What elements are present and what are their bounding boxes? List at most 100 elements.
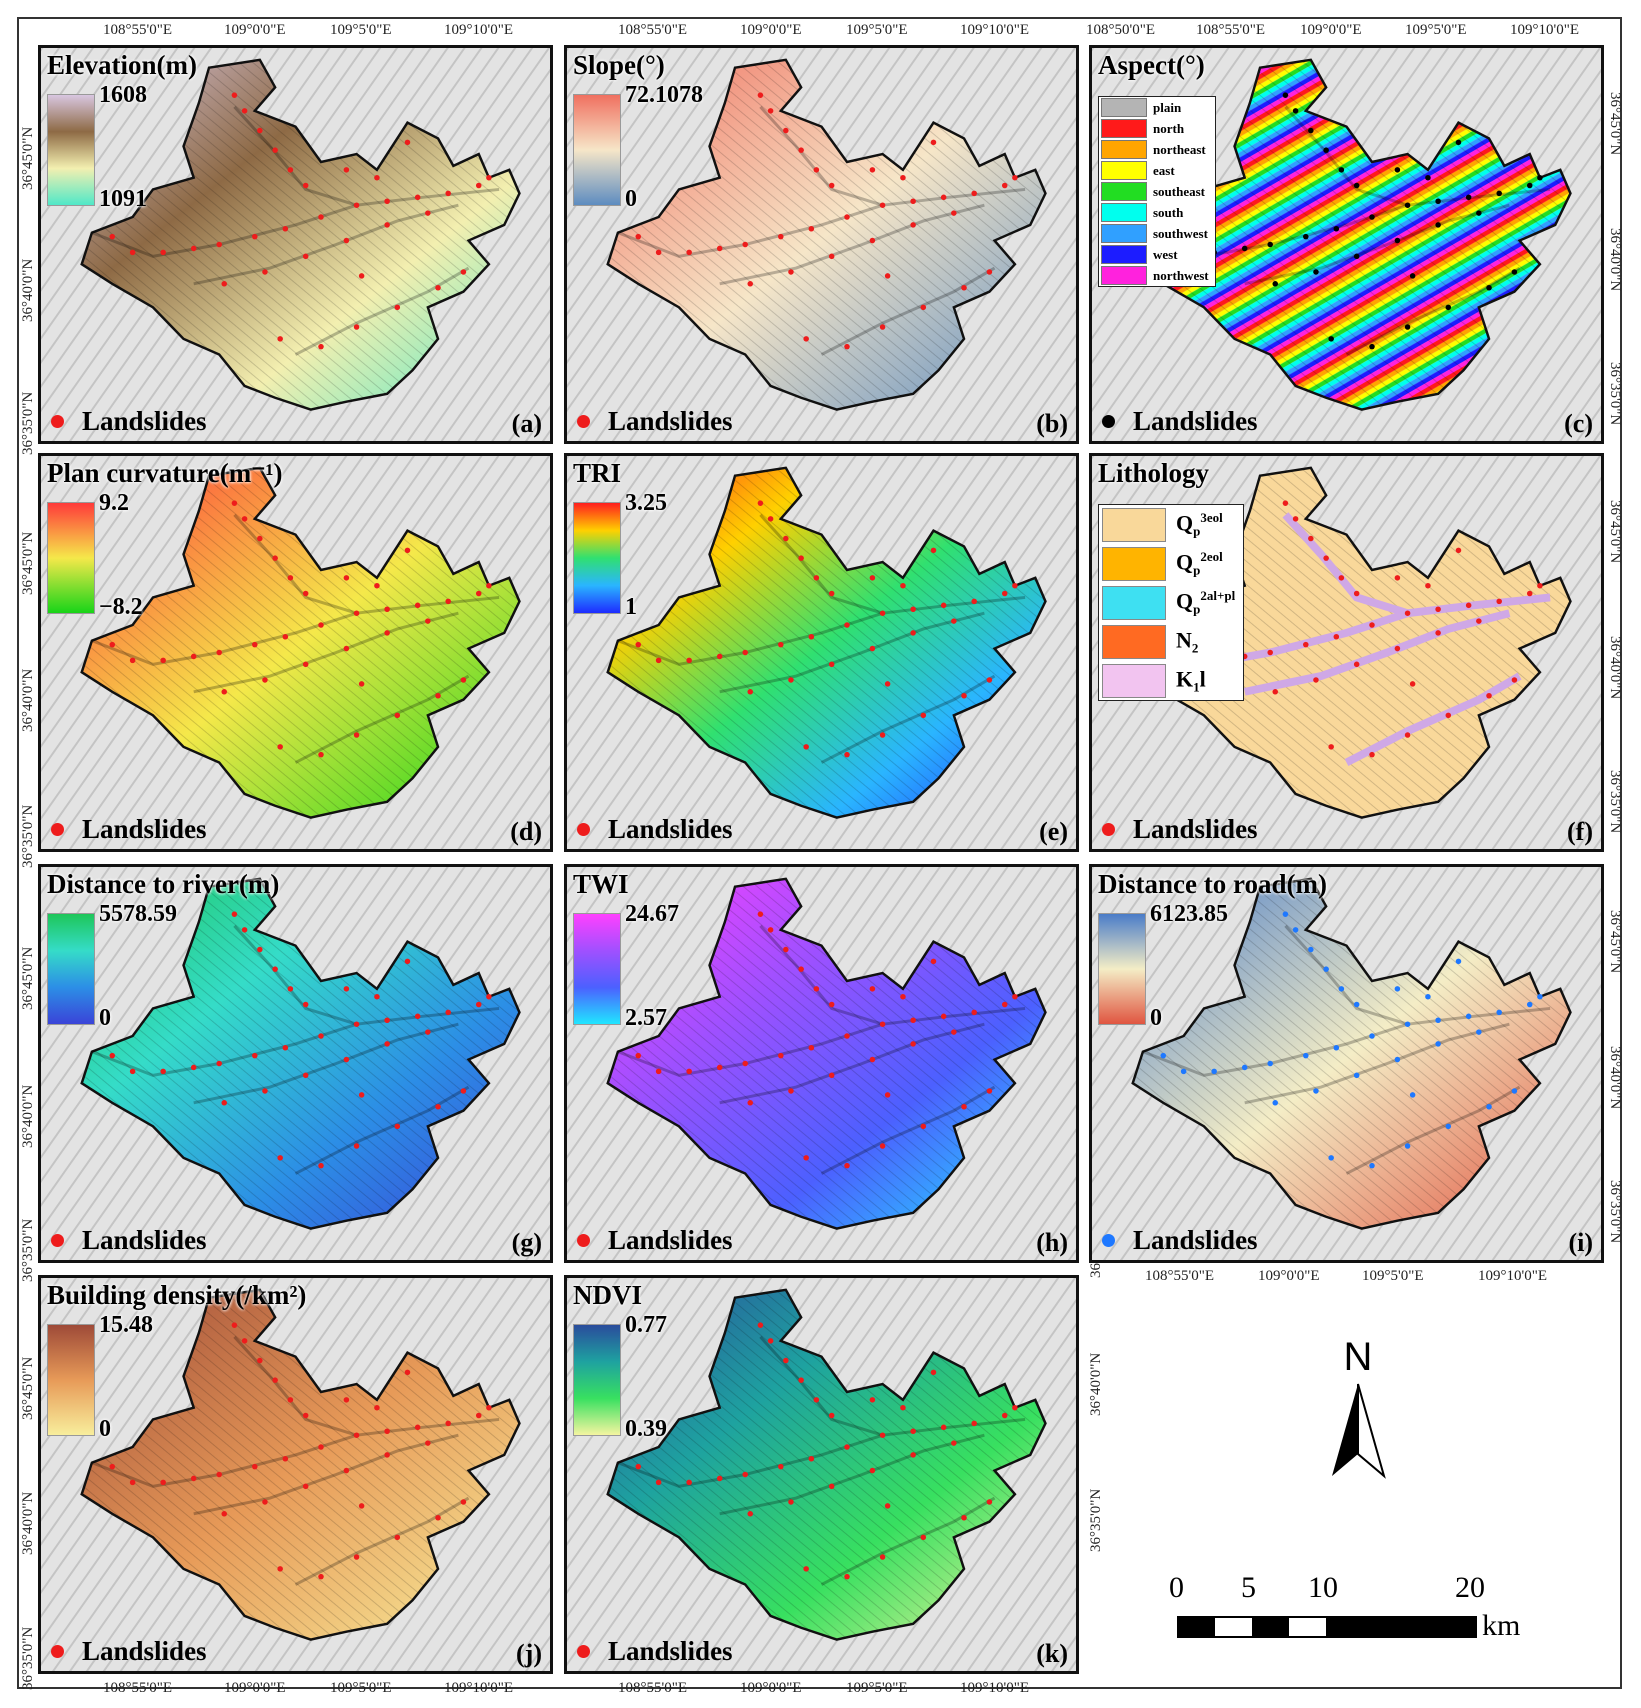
legend-label: Qp2al+pl bbox=[1176, 588, 1235, 618]
panel-title-a: Elevation(m) bbox=[47, 50, 197, 80]
landslide-point bbox=[951, 618, 957, 624]
ramp-max-label: 1608 bbox=[99, 82, 147, 108]
landslide-point bbox=[231, 1322, 238, 1328]
landslide-point bbox=[1338, 986, 1345, 992]
landslide-point bbox=[1313, 1088, 1319, 1094]
map-canvas-k bbox=[567, 1278, 1076, 1671]
landslides-legend: Landslides bbox=[577, 1636, 733, 1667]
landslide-point bbox=[445, 190, 451, 197]
landslide-point bbox=[1409, 681, 1416, 687]
lat-tick: 36°35'0"N bbox=[1607, 770, 1623, 834]
landslide-point bbox=[971, 190, 977, 197]
landslide-point bbox=[828, 1072, 835, 1079]
landslide-point bbox=[635, 1052, 642, 1059]
landslide-point bbox=[1308, 127, 1314, 134]
scale-unit: km bbox=[1482, 1609, 1521, 1642]
landslide-point bbox=[1303, 233, 1309, 240]
landslide-point bbox=[358, 1092, 365, 1098]
landslide-marker-icon bbox=[51, 415, 64, 428]
landslide-point bbox=[635, 233, 642, 240]
landslide-point bbox=[318, 751, 324, 758]
landslide-point bbox=[282, 1044, 289, 1051]
landslides-label: Landslides bbox=[82, 814, 207, 844]
river-line bbox=[820, 266, 996, 356]
landslide-point bbox=[844, 1573, 850, 1580]
landslide-point bbox=[1001, 1001, 1008, 1008]
panel-title-f: Lithology bbox=[1098, 458, 1210, 488]
landslide-point bbox=[971, 598, 977, 605]
landslide-point bbox=[1404, 610, 1411, 616]
landslide-point bbox=[394, 712, 401, 719]
landslide-point bbox=[1486, 692, 1492, 699]
landslide-point bbox=[1012, 993, 1018, 1000]
landslide-point bbox=[844, 622, 850, 628]
landslide-point bbox=[1455, 139, 1462, 146]
aspect-legend-item: northwest bbox=[1099, 265, 1215, 286]
formation-symbol: Q bbox=[1176, 509, 1194, 535]
river-line bbox=[820, 1496, 996, 1586]
panel-letter: (c) bbox=[1564, 409, 1593, 438]
landslide-point bbox=[757, 1322, 764, 1328]
color-ramp-k bbox=[573, 1324, 621, 1436]
river-line bbox=[233, 1335, 358, 1437]
landslide-point bbox=[404, 1369, 411, 1376]
formation-suffix: l bbox=[1199, 665, 1206, 691]
landslide-point bbox=[257, 1357, 263, 1364]
lon-tick: 109°0'0"E bbox=[1300, 22, 1362, 38]
landslide-point bbox=[302, 253, 309, 260]
landslide-point bbox=[1272, 281, 1279, 287]
river-line bbox=[759, 105, 884, 207]
river-line bbox=[1345, 266, 1521, 356]
landslide-point bbox=[435, 1103, 441, 1110]
river-line bbox=[233, 924, 358, 1026]
lat-tick: 36°40'0"N bbox=[20, 1084, 36, 1148]
landslide-point bbox=[1180, 1068, 1187, 1075]
landslide-point bbox=[384, 1428, 390, 1435]
landslide-point bbox=[129, 1068, 136, 1075]
landslide-point bbox=[384, 630, 390, 636]
landslide-point bbox=[910, 1041, 916, 1047]
formation-subscript: p bbox=[1193, 523, 1201, 539]
landslide-marker-icon bbox=[51, 1234, 64, 1247]
landslide-point bbox=[353, 202, 360, 208]
landslide-point bbox=[747, 1100, 754, 1106]
landslide-point bbox=[828, 590, 835, 597]
landslide-point bbox=[343, 237, 350, 244]
landslide-point bbox=[129, 249, 136, 256]
landslide-point bbox=[374, 1404, 380, 1411]
panel-letter: (g) bbox=[511, 1228, 542, 1257]
landslide-point bbox=[1323, 555, 1329, 561]
landslide-point bbox=[404, 958, 411, 965]
formation-subscript: 1 bbox=[1193, 679, 1200, 695]
landslide-point bbox=[343, 575, 350, 581]
landslide-point bbox=[1369, 751, 1375, 758]
landslide-point bbox=[394, 1534, 401, 1541]
landslide-point bbox=[961, 284, 967, 291]
landslide-point bbox=[384, 198, 390, 205]
landslide-point bbox=[1476, 210, 1482, 216]
map-canvas-b bbox=[567, 48, 1076, 441]
landslide-point bbox=[1292, 108, 1299, 114]
landslide-point bbox=[353, 1021, 360, 1027]
landslide-point bbox=[353, 732, 360, 738]
landslide-point bbox=[1445, 304, 1452, 311]
landslide-point bbox=[940, 194, 947, 201]
landslide-point bbox=[910, 1452, 916, 1458]
panel-title-i: Distance to road(m) bbox=[1098, 869, 1327, 899]
panel-letter: (k) bbox=[1036, 1639, 1068, 1668]
landslide-point bbox=[828, 1001, 835, 1008]
landslide-point bbox=[1476, 1029, 1482, 1035]
landslide-point bbox=[1282, 500, 1289, 506]
aspect-legend-item: east bbox=[1099, 160, 1215, 181]
landslide-point bbox=[1369, 622, 1375, 628]
landslides-label: Landslides bbox=[82, 1225, 207, 1255]
landslide-point bbox=[1465, 1013, 1472, 1020]
landslide-point bbox=[241, 516, 248, 522]
landslide-point bbox=[425, 1029, 431, 1035]
lon-tick: 109°5'0"E bbox=[330, 1680, 392, 1696]
lat-tick: 36°40'0"N bbox=[20, 668, 36, 732]
landslide-point bbox=[1338, 167, 1345, 173]
landslide-point bbox=[1496, 598, 1502, 605]
river-line bbox=[1345, 1085, 1521, 1175]
panel-title-e: TRI bbox=[573, 458, 622, 488]
